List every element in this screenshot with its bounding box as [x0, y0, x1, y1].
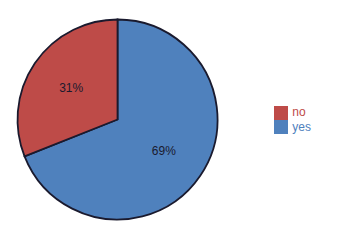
svg-text:31%: 31%: [59, 81, 83, 95]
html-text:no: no: [292, 104, 306, 119]
html-text:yes: yes: [292, 119, 311, 134]
svg-text:69%: 69%: [152, 144, 176, 158]
